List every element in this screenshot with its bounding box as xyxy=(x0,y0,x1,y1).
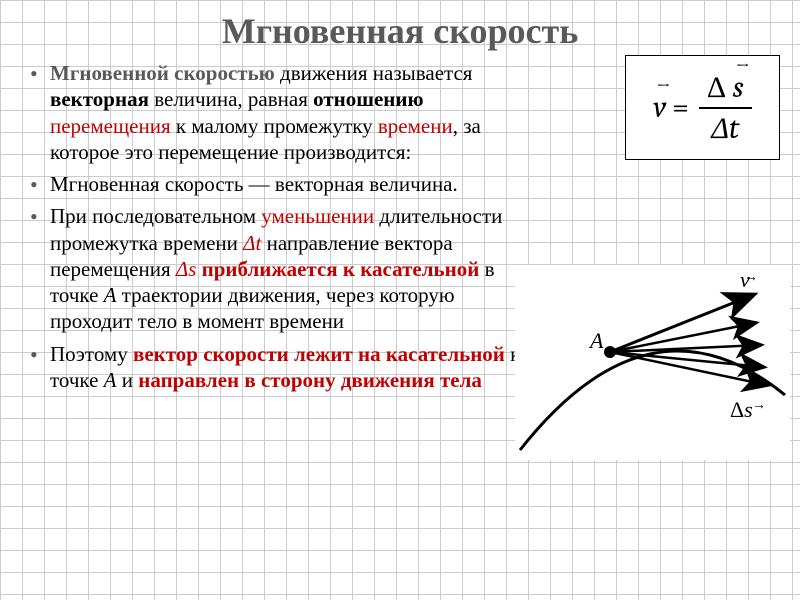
b4-t1: Поэтому xyxy=(50,342,133,366)
formula-box: → v = Δ → s Δt xyxy=(625,55,780,160)
trajectory-diagram: A → v → Δs xyxy=(515,265,790,460)
b3-t4: Δt xyxy=(243,231,261,255)
page-title: Мгновенная скорость xyxy=(0,0,800,60)
b1-t8: к малому промежутку xyxy=(171,114,378,138)
formula-denominator: Δt xyxy=(703,109,747,146)
formula-fraction: Δ → s Δt xyxy=(699,70,752,146)
bullet-3: При последовательном уменьшении длительн… xyxy=(30,203,505,334)
bullet-1: Мгновенной скоростью движения называется… xyxy=(30,60,510,165)
formula-eq: = xyxy=(672,90,689,125)
b4-t2: вектор скорости лежит на касательной xyxy=(133,342,505,366)
bullet-2: Мгновенная скорость — векторная величина… xyxy=(30,171,510,197)
b2-t1: Мгновенная скорость — векторная величина… xyxy=(50,172,458,196)
diagram-svg: A → v → Δs xyxy=(515,265,790,460)
velocity-vector xyxy=(610,295,753,352)
b3-t2: уменьшении xyxy=(261,204,374,228)
b1-t1: Мгновенной скоростью xyxy=(50,61,275,85)
b4-t6: направлен в сторону движения тела xyxy=(138,368,482,392)
b1-t9: времени xyxy=(378,114,453,138)
b4-t5: и xyxy=(117,368,139,392)
b3-t1: При последовательном xyxy=(50,204,261,228)
b3-t6: Δs xyxy=(176,257,197,281)
b1-t3: векторная xyxy=(50,87,149,111)
b1-t4: величина, равная xyxy=(149,87,313,111)
ds-label: → Δs xyxy=(730,389,772,422)
b1-t5: отношению xyxy=(313,87,423,111)
b3-t8: приближается к касательной xyxy=(202,257,480,281)
b1-t2: движения называется xyxy=(275,61,473,85)
b4-t4: A xyxy=(104,368,117,392)
point-a-label: A xyxy=(588,328,604,353)
b1-t7: перемещения xyxy=(50,114,171,138)
formula-lhs: → v xyxy=(653,90,666,125)
v-label: → v xyxy=(740,265,764,292)
b3-t10: A xyxy=(104,283,117,307)
formula-numerator: Δ → s xyxy=(699,70,752,109)
